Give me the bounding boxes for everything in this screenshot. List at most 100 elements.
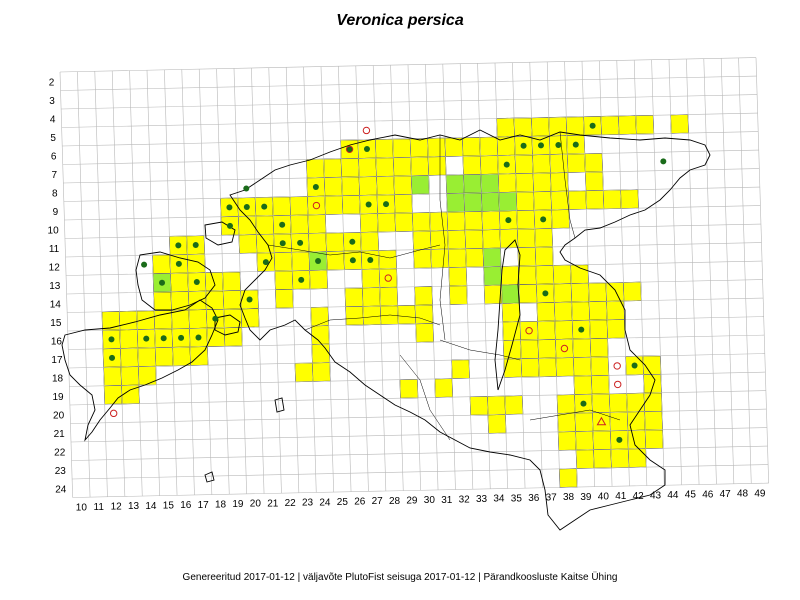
x-axis-label: 13 — [128, 501, 140, 512]
presence-cell — [517, 228, 536, 248]
presence-cell — [635, 114, 655, 135]
presence-cell — [451, 359, 470, 379]
x-axis-label: 12 — [111, 502, 123, 513]
presence-cell — [171, 309, 190, 330]
record-dot — [261, 203, 268, 210]
presence-cell — [608, 393, 628, 413]
presence-cell — [324, 195, 344, 215]
y-axis-label: 2 — [49, 77, 55, 88]
ruhnu-coastline — [204, 471, 215, 483]
record-dot — [243, 203, 250, 210]
old-record-circle — [614, 380, 622, 389]
presence-cell — [103, 385, 123, 405]
y-axis-label: 6 — [51, 151, 57, 162]
presence-cell — [591, 374, 610, 395]
presence-cell — [549, 153, 569, 174]
presence-cell — [392, 138, 412, 159]
presence-cell — [361, 268, 381, 289]
presence-cell — [272, 196, 291, 217]
presence-cell — [623, 281, 642, 302]
presence-cell — [172, 346, 191, 367]
presence-cell — [310, 306, 330, 327]
presence-cell — [362, 287, 381, 307]
highlight-cell — [446, 192, 465, 213]
grid-line-horizontal — [60, 75, 757, 91]
record-dot — [279, 221, 286, 228]
presence-cell — [496, 136, 516, 156]
presence-cell — [394, 212, 414, 233]
presence-cell — [427, 137, 446, 158]
presence-cell — [532, 154, 551, 174]
x-axis-label: 44 — [667, 490, 679, 501]
presence-cell — [362, 305, 382, 326]
presence-cell — [462, 137, 481, 157]
presence-cell — [341, 195, 361, 215]
record-dot — [589, 122, 596, 129]
grid-line-horizontal — [71, 445, 768, 461]
record-dot — [195, 334, 202, 341]
y-axis-label: 17 — [51, 355, 63, 366]
grid-line-horizontal — [59, 57, 757, 73]
presence-cell — [514, 154, 534, 174]
presence-cell — [557, 412, 576, 433]
presence-cell — [670, 114, 689, 134]
grid-line-horizontal — [63, 168, 760, 184]
presence-cell — [414, 304, 434, 325]
grid-line-horizontal — [61, 112, 758, 128]
x-axis-label: 47 — [720, 489, 732, 500]
presence-cell — [120, 366, 140, 386]
grid-line-vertical — [633, 60, 648, 486]
record-dot — [193, 279, 200, 286]
record-dot — [520, 142, 527, 149]
presence-cell — [415, 323, 434, 343]
presence-cell — [575, 430, 594, 451]
presence-cell — [394, 193, 413, 214]
grid-line-horizontal — [63, 186, 760, 202]
grid-line-vertical — [181, 69, 195, 495]
presence-cell — [533, 191, 552, 211]
record-dot — [383, 201, 390, 208]
grid-line-vertical — [686, 59, 700, 485]
presence-cell — [448, 266, 468, 287]
presence-cell — [340, 158, 360, 178]
x-axis-label: 30 — [424, 495, 436, 506]
x-axis-label: 33 — [476, 494, 488, 505]
y-axis-label: 23 — [55, 466, 67, 477]
grid-line-vertical — [564, 61, 578, 488]
presence-cell — [535, 265, 555, 285]
presence-cell — [449, 285, 468, 305]
presence-cell — [290, 214, 309, 235]
highlight-cell — [498, 191, 518, 212]
record-dot — [616, 436, 623, 443]
presence-cell — [358, 157, 377, 178]
presence-cell — [534, 246, 554, 267]
presence-cell — [393, 175, 413, 196]
presence-cell — [517, 246, 537, 267]
grid-line-vertical — [216, 68, 230, 495]
presence-cell — [307, 195, 326, 216]
presence-cell — [571, 301, 591, 321]
presence-cell — [464, 211, 483, 231]
grid-line-vertical — [285, 67, 300, 493]
presence-cell — [188, 290, 207, 311]
highlight-cell — [482, 247, 502, 268]
y-axis-label: 14 — [50, 299, 62, 310]
grid-line-vertical — [303, 66, 317, 493]
old-record-circle — [613, 362, 621, 370]
grid-line-vertical — [111, 70, 126, 497]
x-axis-label: 23 — [302, 498, 314, 509]
footer-credits: Genereeritud 2017-01-12 | väljavõte Plut… — [182, 572, 618, 583]
presence-cell — [504, 395, 524, 415]
presence-cell — [644, 410, 663, 431]
presence-cell — [274, 270, 294, 291]
record-dot — [503, 161, 510, 168]
presence-cell — [626, 411, 646, 431]
y-axis-label: 15 — [50, 318, 62, 329]
grid-line-vertical — [651, 59, 665, 486]
y-axis-label: 21 — [54, 429, 66, 440]
x-axis-label: 38 — [563, 492, 575, 503]
grid-line-vertical — [529, 62, 543, 488]
x-axis-label: 27 — [372, 496, 384, 507]
grid-line-vertical — [442, 64, 456, 490]
presence-cell — [550, 172, 569, 192]
